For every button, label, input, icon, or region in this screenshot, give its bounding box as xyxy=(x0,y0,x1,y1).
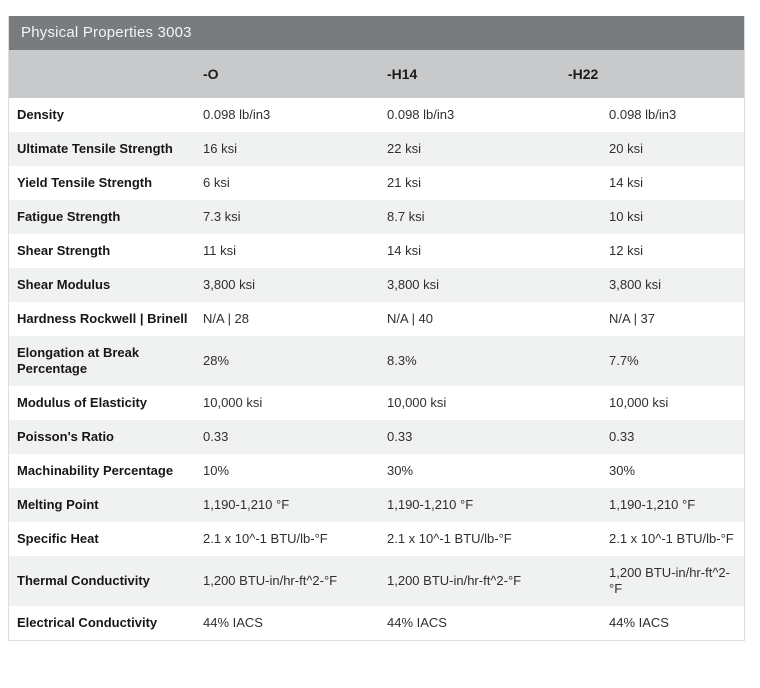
property-value: 12 ksi xyxy=(609,243,643,258)
column-header: -O xyxy=(195,50,379,98)
property-value: 44% IACS xyxy=(609,615,669,630)
table-row: Yield Tensile Strength 6 ksi 21 ksi 14 ksi xyxy=(9,166,744,200)
property-value: 21 ksi xyxy=(387,175,421,190)
property-value: 2.1 x 10^-1 BTU/lb-°F xyxy=(609,531,734,546)
property-value: 0.098 lb/in3 xyxy=(203,107,271,122)
property-value: 7.7% xyxy=(609,353,639,368)
property-value: N/A | 40 xyxy=(387,311,434,326)
table-header-row: -O -H14 -H22 xyxy=(9,50,744,98)
physical-properties-table: Physical Properties 3003 -O -H14 -H22 Dens… xyxy=(8,16,745,641)
property-value: 1,200 BTU-in/hr-ft^2-°F xyxy=(609,565,730,596)
table-row: Fatigue Strength 7.3 ksi 8.7 ksi 10 ksi xyxy=(9,200,744,234)
property-value: 0.098 lb/in3 xyxy=(387,107,455,122)
column-header-blank xyxy=(9,50,195,98)
table-row: Elongation at Break Percentage 28% 8.3% 7.7… xyxy=(9,336,744,386)
property-label: Density xyxy=(17,107,64,122)
table-row: Shear Modulus 3,800 ksi 3,800 ksi 3,800 ksi xyxy=(9,268,744,302)
property-value: 1,190-1,210 °F xyxy=(387,497,474,512)
property-label: Ultimate Tensile Strength xyxy=(17,141,173,156)
property-value: 0.33 xyxy=(203,429,229,444)
property-value: 0.33 xyxy=(609,429,635,444)
property-value: 28% xyxy=(203,353,230,368)
property-value: 14 ksi xyxy=(609,175,643,190)
property-value: 10,000 ksi xyxy=(609,395,669,410)
property-value: 8.3% xyxy=(387,353,417,368)
property-value: 3,800 ksi xyxy=(203,277,256,292)
property-value: 10 ksi xyxy=(609,209,643,224)
property-value: 3,800 ksi xyxy=(387,277,440,292)
property-value: 44% IACS xyxy=(203,615,263,630)
table-title-bar: Physical Properties 3003 xyxy=(9,16,744,50)
property-label: Specific Heat xyxy=(17,531,99,546)
property-label: Machinability Percentage xyxy=(17,463,174,478)
property-value: 30% xyxy=(609,463,636,478)
property-value: 2.1 x 10^-1 BTU/lb-°F xyxy=(387,531,512,546)
property-value: 10% xyxy=(203,463,230,478)
property-value: 7.3 ksi xyxy=(203,209,241,224)
property-value: 16 ksi xyxy=(203,141,237,156)
table-row: Modulus of Elasticity 10,000 ksi 10,000 ks… xyxy=(9,386,744,420)
property-value: 8.7 ksi xyxy=(387,209,425,224)
property-label: Shear Strength xyxy=(17,243,111,258)
table-row: Machinability Percentage 10% 30% 30% xyxy=(9,454,744,488)
property-label: Hardness Rockwell | Brinell xyxy=(17,311,188,326)
table-row: Thermal Conductivity 1,200 BTU-in/hr-ft^2… xyxy=(9,556,744,606)
table-title: Physical Properties 3003 xyxy=(21,24,192,41)
property-label: Melting Point xyxy=(17,497,99,512)
property-value: 6 ksi xyxy=(203,175,230,190)
property-value: 3,800 ksi xyxy=(609,277,662,292)
property-value: 10,000 ksi xyxy=(387,395,447,410)
table-row: Shear Strength 11 ksi 14 ksi 12 ksi xyxy=(9,234,744,268)
property-value: 11 ksi xyxy=(203,243,236,258)
property-value: 10,000 ksi xyxy=(203,395,263,410)
properties-table: -O -H14 -H22 Density 0.098 lb/in3 0.098 lb/i… xyxy=(9,50,744,640)
table-row: Specific Heat 2.1 x 10^-1 BTU/lb-°F 2.1 x … xyxy=(9,522,744,556)
property-value: 1,190-1,210 °F xyxy=(203,497,290,512)
property-value: 1,190-1,210 °F xyxy=(609,497,696,512)
property-label: Poisson's Ratio xyxy=(17,429,114,444)
property-label: Yield Tensile Strength xyxy=(17,175,153,190)
table-row: Density 0.098 lb/in3 0.098 lb/in3 0.098 lb/… xyxy=(9,98,744,132)
property-label: Electrical Conductivity xyxy=(17,615,158,630)
table-row: Hardness Rockwell | Brinell N/A | 28 N/A |… xyxy=(9,302,744,336)
property-label: Shear Modulus xyxy=(17,277,111,292)
property-value: 1,200 BTU-in/hr-ft^2-°F xyxy=(387,573,522,588)
property-value: 14 ksi xyxy=(387,243,421,258)
property-value: 0.33 xyxy=(387,429,413,444)
property-value: 22 ksi xyxy=(387,141,421,156)
table-row: Melting Point 1,190-1,210 °F 1,190-1,210 °… xyxy=(9,488,744,522)
property-value: 1,200 BTU-in/hr-ft^2-°F xyxy=(203,573,338,588)
property-value: N/A | 37 xyxy=(609,311,656,326)
property-value: 30% xyxy=(387,463,414,478)
table-row: Electrical Conductivity 44% IACS 44% IACS 4… xyxy=(9,606,744,640)
property-value: 20 ksi xyxy=(609,141,643,156)
property-value: 44% IACS xyxy=(387,615,447,630)
property-label: Elongation at Break Percentage xyxy=(17,345,140,376)
table-row: Poisson's Ratio 0.33 0.33 0.33 xyxy=(9,420,744,454)
property-value: N/A | 28 xyxy=(203,311,250,326)
property-value: 2.1 x 10^-1 BTU/lb-°F xyxy=(203,531,328,546)
table-row: Ultimate Tensile Strength 16 ksi 22 ksi 20 … xyxy=(9,132,744,166)
property-label: Fatigue Strength xyxy=(17,209,121,224)
property-label: Thermal Conductivity xyxy=(17,573,150,588)
property-label: Modulus of Elasticity xyxy=(17,395,148,410)
property-value: 0.098 lb/in3 xyxy=(609,107,677,122)
column-header: -H14 xyxy=(379,50,601,98)
column-header: -H22 xyxy=(568,50,744,98)
